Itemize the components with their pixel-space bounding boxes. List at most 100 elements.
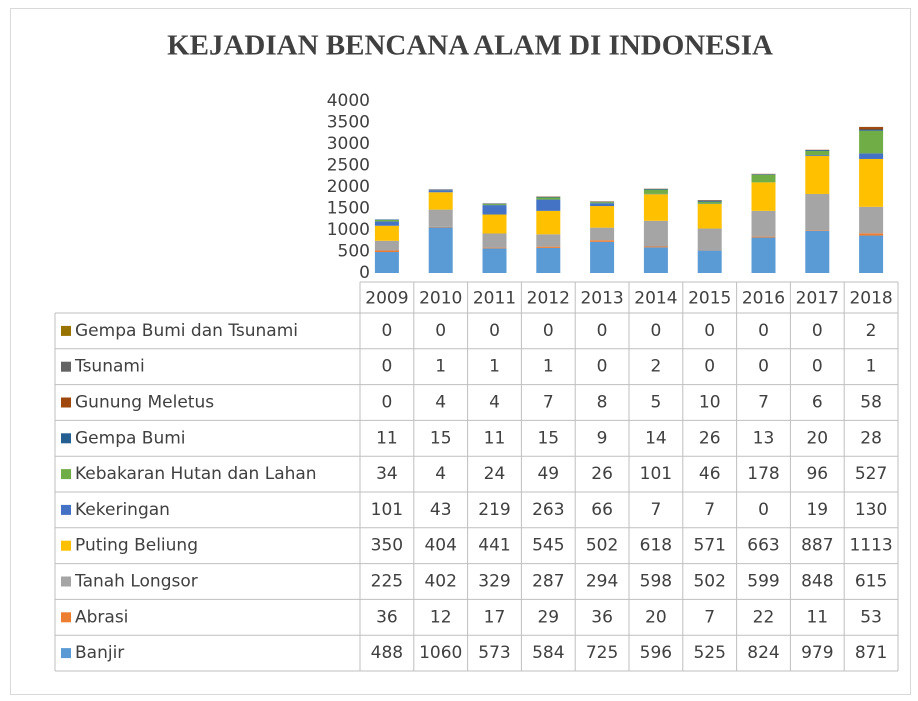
legend-key [61,612,71,622]
bar-segment [805,231,829,273]
legend-label: Banjir [75,643,124,663]
bar-segment [698,229,722,251]
table-value: 14 [645,428,667,448]
bar-segment [429,192,453,209]
table-value: 219 [478,500,510,520]
y-tick-label: 1500 [327,199,370,219]
bar-segment [698,202,722,204]
legend-key [61,433,71,443]
table-value: 10 [699,393,721,413]
table-value: 7 [704,500,715,520]
bar-segment [644,247,668,273]
legend-label: Kebakaran Hutan dan Lahan [75,464,317,484]
bar-segment [375,221,399,225]
legend-key [61,505,71,515]
bar-segment [859,153,883,159]
bar-segment [805,194,829,230]
table-value: 20 [806,428,828,448]
bar-segment [375,241,399,251]
table-value: 4 [435,393,446,413]
table-value: 26 [699,428,721,448]
y-tick-label: 2500 [327,156,370,176]
table-value: 11 [806,607,828,627]
bar-segment [483,204,507,205]
table-value: 263 [532,500,564,520]
table-value: 53 [860,607,882,627]
table-value: 599 [747,572,779,592]
chart-frame [11,9,911,695]
table-value: 17 [484,607,506,627]
table-value: 101 [640,464,672,484]
table-value: 488 [371,643,403,663]
table-value: 0 [381,357,392,377]
table-value: 29 [537,607,559,627]
x-tick-label: 2015 [688,289,731,309]
table-value: 525 [693,643,725,663]
bar-segment [483,215,507,234]
bar-segment [590,203,614,206]
bar-segment [375,252,399,273]
table-value: 545 [532,536,564,556]
table-value: 22 [753,607,775,627]
table-value: 615 [855,572,887,592]
table-value: 34 [376,464,398,484]
bar-segment [859,130,883,131]
bar-segment [805,155,829,156]
table-value: 4 [435,464,446,484]
y-tick-label: 0 [359,263,370,283]
bar-segment [536,247,560,248]
bar-segment [859,131,883,154]
bar-segment [698,204,722,229]
bar-segment [590,240,614,242]
bar-segment [698,250,722,273]
bar-segment [752,174,776,175]
table-value: 15 [430,428,452,448]
bar-segment [644,189,668,190]
table-value: 12 [430,607,452,627]
table-value: 8 [597,393,608,413]
table-value: 1113 [849,536,892,556]
table-value: 618 [640,536,672,556]
bar-segment [375,220,399,221]
bar-segment [859,207,883,233]
table-value: 1 [866,357,877,377]
table-value: 0 [597,357,608,377]
bar-segment [752,182,776,211]
legend-label: Abrasi [75,607,128,627]
table-value: 7 [650,500,661,520]
table-value: 0 [704,321,715,341]
table-value: 130 [855,500,887,520]
bar-segment [698,201,722,202]
x-tick-label: 2018 [849,289,892,309]
table-value: 24 [484,464,506,484]
table-value: 0 [704,357,715,377]
bar-segment [805,151,829,155]
bar-segment [375,250,399,252]
table-value: 1 [435,357,446,377]
table-value: 663 [747,536,779,556]
legend-key [61,541,71,551]
table-value: 287 [532,572,564,592]
bar-segment [859,159,883,207]
legend-key [61,648,71,658]
x-tick-label: 2014 [634,289,677,309]
table-value: 573 [478,643,510,663]
bar-segment [644,190,668,194]
table-value: 0 [812,357,823,377]
table-value: 0 [758,500,769,520]
table-value: 0 [597,321,608,341]
bar-segment [752,237,776,238]
table-value: 725 [586,643,618,663]
chart-title: KEJADIAN BENCANA ALAM DI INDONESIA [167,30,773,62]
bar-segment [429,227,453,273]
table-value: 0 [543,321,554,341]
bar-segment [859,127,883,129]
bar-segment [644,221,668,247]
bar-segment [536,211,560,234]
table-value: 0 [489,321,500,341]
legend-label: Gunung Meletus [75,393,214,413]
table-value: 9 [597,428,608,448]
table-value: 178 [747,464,779,484]
bar-segment [536,197,560,198]
x-tick-label: 2016 [742,289,785,309]
